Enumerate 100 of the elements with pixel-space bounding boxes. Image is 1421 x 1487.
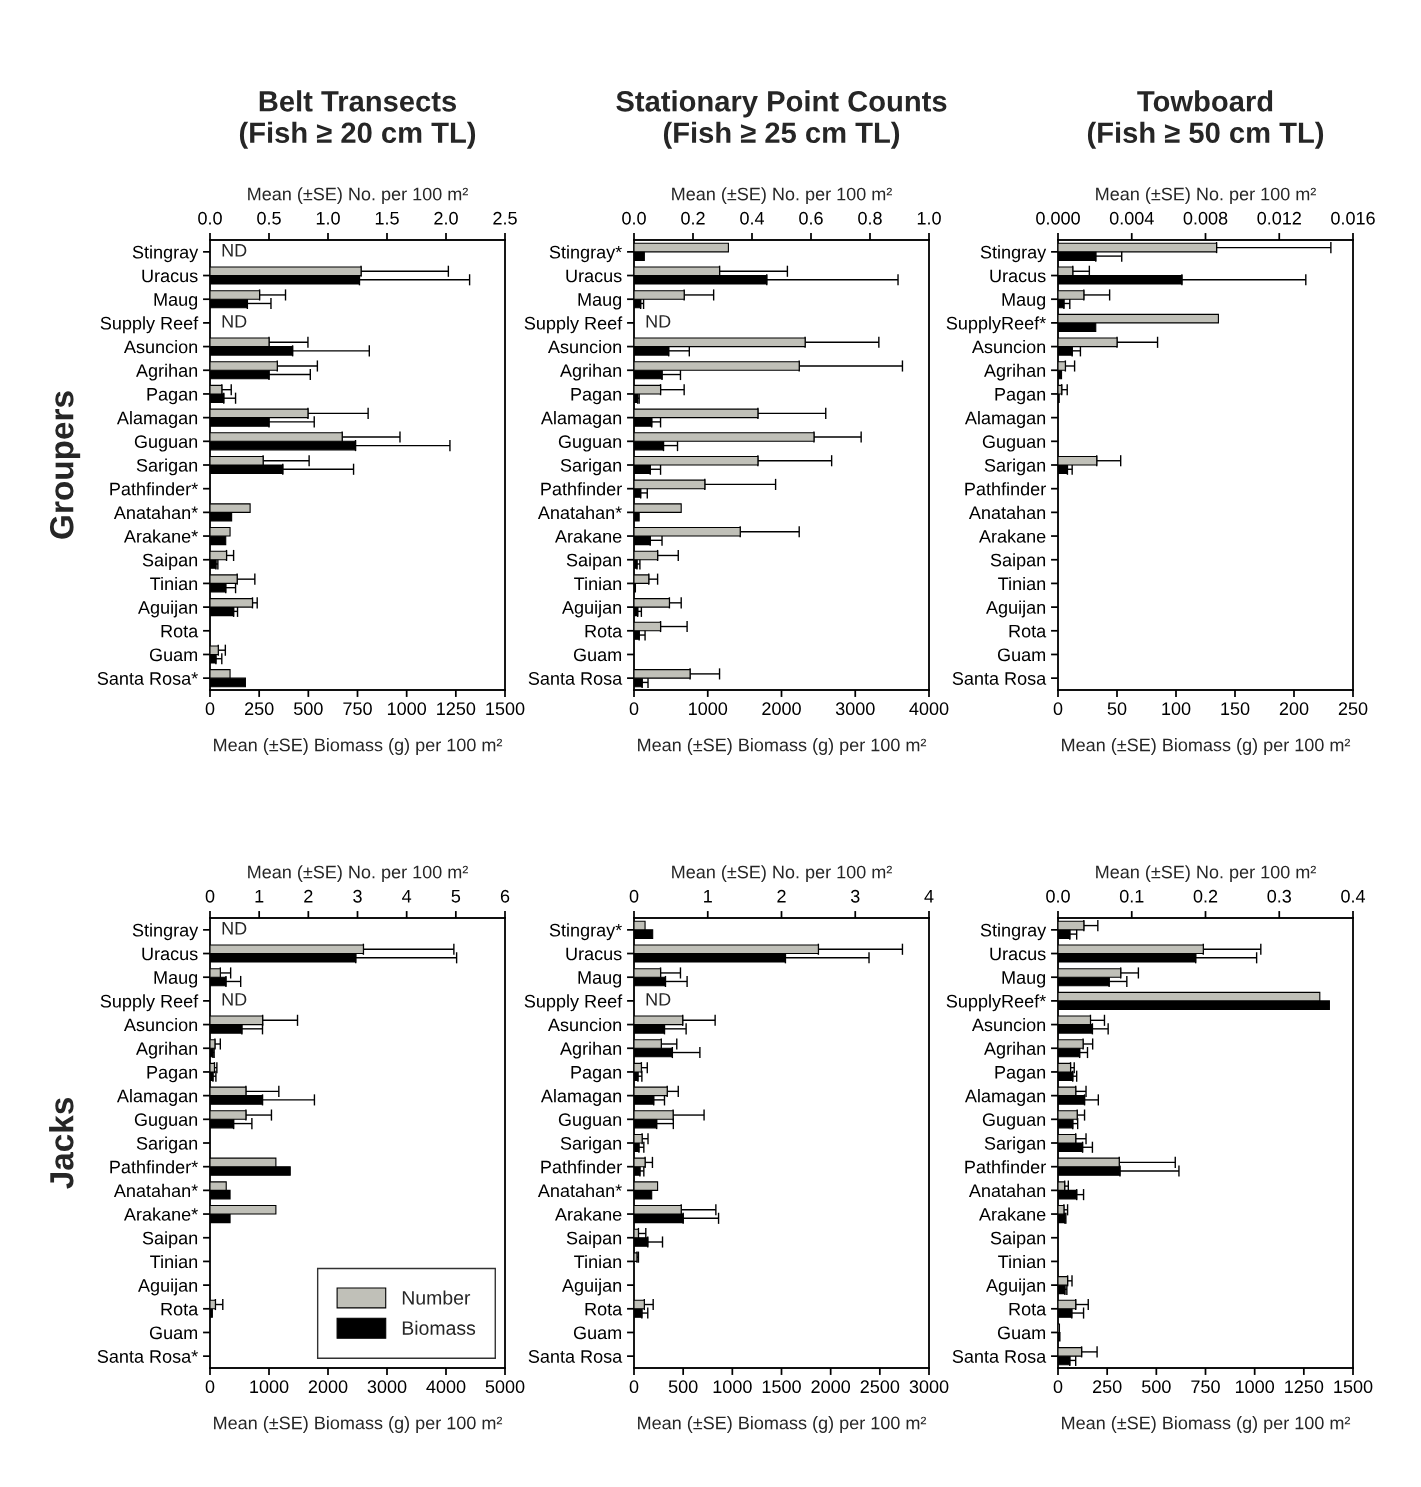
y-tick-label: Agrihan [984, 363, 1046, 381]
y-tick-label: Tinian [998, 1254, 1046, 1269]
x-tick-label: 250 [245, 702, 274, 716]
y-tick-label: Supply Reef [524, 994, 623, 1012]
x2-tick-label: 1.5 [375, 212, 399, 225]
y-tick-label: Aguijan [986, 1278, 1046, 1296]
y-tick-label: Tinian [150, 576, 198, 591]
y-tick-label: Pathfinder [541, 482, 622, 496]
y-tick-label: Saipan [142, 1231, 198, 1249]
x2-tick-label: 0.016 [1331, 211, 1375, 225]
text: ND [222, 922, 247, 935]
y-tick-label: Guam [573, 648, 622, 662]
x2-tick-label: 1.0 [316, 211, 340, 225]
x2-tick-label: 4 [924, 890, 934, 903]
x-tick-label: 1500 [762, 1380, 801, 1394]
y-tick-label: Agrihan [560, 363, 622, 381]
x2-tick-label: 2 [304, 889, 313, 903]
y-tick-label: Pathfinder [541, 1160, 622, 1174]
x-tick-label: 1000 [387, 702, 427, 716]
y-tick-label: Uracus [990, 947, 1046, 961]
x-tick-label: 1000 [1235, 1380, 1275, 1394]
x2-tick-label: 0.6 [799, 211, 823, 225]
y-tick-label: Asuncion [123, 1018, 198, 1032]
x-tick-label: 150 [1221, 702, 1250, 716]
x2-tick-label: 0.1 [1119, 889, 1144, 903]
x-tick-label: 4000 [426, 1380, 466, 1394]
x-tick-label: 0 [629, 702, 639, 716]
x-tick-label: 0 [205, 702, 215, 716]
y-tick-label: Stingray [980, 245, 1047, 263]
y-tick-label: Sarigan [136, 1136, 198, 1154]
x2-axis-title: Mean (±SE) No. per 100 m² [672, 865, 892, 882]
legend-label: Biomass [402, 1320, 476, 1335]
y-tick-label: Guam [997, 648, 1046, 662]
x-axis-title: Mean (±SE) Biomass (g) per 100 m² [638, 738, 927, 755]
y-tick-label: Anatahan* [537, 1183, 622, 1198]
x2-tick-label: 0.012 [1257, 211, 1301, 225]
x-tick-label: 3000 [367, 1380, 407, 1394]
y-tick-label: Uracus [142, 947, 198, 961]
x2-tick-label: 1 [255, 890, 264, 903]
y-tick-label: Rota [161, 624, 199, 638]
y-tick-label: Rota [161, 1302, 199, 1316]
x2-tick-label: 0.4 [1341, 889, 1366, 903]
x-axis-title: Mean (±SE) Biomass (g) per 100 m² [214, 738, 503, 755]
y-tick-label: Pagan [147, 1066, 198, 1083]
y-tick-label: Stingray [132, 923, 199, 941]
x2-tick-label: 5 [451, 890, 461, 903]
y-tick-label: Arakane [554, 1207, 622, 1221]
text: ND [222, 244, 247, 257]
y-tick-label: Guam [149, 648, 198, 662]
y-tick-label: Asuncion [547, 1018, 622, 1032]
x-tick-label: 200 [1279, 702, 1309, 716]
x2-tick-label: 6 [500, 889, 510, 903]
y-tick-label: SupplyReef* [946, 994, 1046, 1012]
y-tick-label: Guam [149, 1326, 198, 1340]
x-tick-label: 250 [1093, 1380, 1122, 1394]
x-tick-label: 750 [1191, 1380, 1220, 1394]
y-tick-label: Guguan [982, 435, 1046, 452]
y-tick-label: Rota [585, 1302, 623, 1316]
y-tick-label: Supply Reef [524, 316, 623, 334]
y-tick-label: Uracus [990, 269, 1046, 283]
y-tick-label: Rota [1009, 624, 1047, 638]
x-tick-label: 1000 [250, 1380, 289, 1394]
y-tick-label: Alamagan [540, 411, 622, 428]
y-axis-title: Jacks [49, 1098, 74, 1189]
y-tick-label: Pagan [995, 1066, 1046, 1083]
y-tick-label: Stingray [980, 923, 1047, 941]
y-tick-label: Saipan [142, 553, 198, 571]
y-tick-label: Agrihan [984, 1041, 1046, 1059]
x-tick-label: 0 [205, 1380, 215, 1394]
y-tick-label: Pagan [147, 388, 198, 405]
y-tick-label: Sarigan [984, 1136, 1046, 1154]
x-tick-label: 2500 [860, 1380, 900, 1394]
y-tick-label: Aguijan [986, 600, 1046, 618]
x2-tick-label: 0.8 [858, 211, 882, 225]
x2-axis-title: Mean (±SE) No. per 100 m² [248, 187, 468, 204]
x2-axis-title: Mean (±SE) No. per 100 m² [1096, 187, 1316, 204]
x2-tick-label: 0.0 [1046, 889, 1070, 903]
x2-tick-label: 3 [353, 889, 362, 903]
x2-tick-label: 0.3 [1267, 889, 1292, 903]
x-tick-label: 1000 [689, 702, 728, 716]
y-tick-label: Tinian [574, 1254, 622, 1269]
y-tick-label: Saipan [566, 1231, 622, 1249]
x2-tick-label: 2 [777, 889, 786, 903]
x2-axis-title: Mean (±SE) No. per 100 m² [672, 187, 892, 204]
y-tick-label: Alamagan [540, 1089, 622, 1106]
x-tick-label: 50 [1107, 702, 1127, 716]
y-tick-label: Uracus [566, 947, 622, 961]
y-tick-label: Anatahan [968, 1183, 1046, 1198]
x-tick-label: 100 [1162, 702, 1191, 716]
y-tick-label: Alamagan [116, 411, 198, 428]
y-tick-label: Maug [578, 293, 622, 310]
y-tick-label: Santa Rosa* [97, 1350, 198, 1363]
y-tick-label: Pathfinder* [110, 482, 198, 496]
y-tick-label: Arakane* [123, 529, 198, 543]
x2-tick-label: 4 [402, 890, 412, 903]
y-tick-label: Aguijan [138, 600, 198, 618]
y-tick-label: Alamagan [964, 1089, 1046, 1106]
x-tick-label: 5000 [485, 1380, 525, 1394]
y-tick-label: Pagan [995, 388, 1046, 405]
chart-title: Belt Transects (Fish ≥ 20 cm TL) [239, 90, 476, 149]
